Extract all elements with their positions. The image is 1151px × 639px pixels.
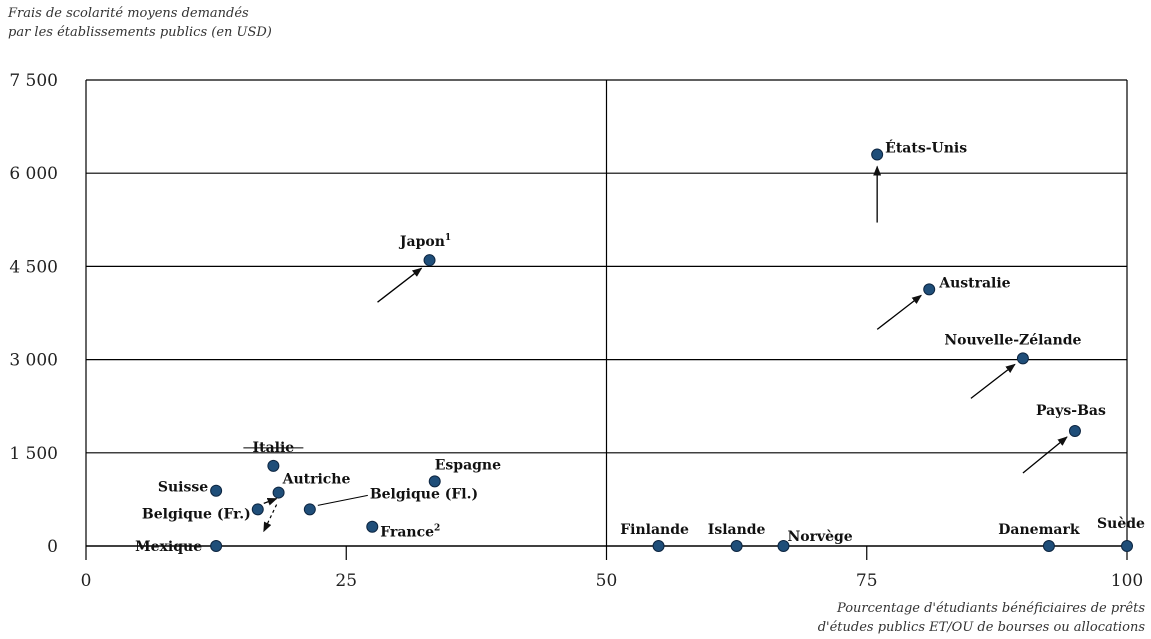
point-label-espagne: Espagne <box>435 457 501 473</box>
point-label-text: Japon <box>398 234 445 250</box>
point-suisse <box>210 484 223 497</box>
point-label-italie: Italie <box>253 440 295 456</box>
point-belgique-fl <box>303 503 316 516</box>
arrow-nouvelle-zelande <box>970 363 1016 399</box>
point-autriche <box>272 486 285 499</box>
point-label-text: Autriche <box>282 472 351 488</box>
x-axis-title-line-2: d'études publics ET/OU de bourses ou all… <box>817 620 1145 635</box>
x-tick-label: 75 <box>856 571 878 591</box>
point-label-islande: Islande <box>708 522 766 538</box>
point-label-text: Norvège <box>787 529 852 545</box>
point-label-danemark: Danemark <box>998 522 1080 538</box>
point-label-footnote: 1 <box>445 233 451 243</box>
point-label-etats-unis: États-Unis <box>885 139 967 157</box>
y-tick-label: 3 000 <box>9 351 58 371</box>
point-label-australie: Australie <box>938 275 1010 291</box>
point-label-mexique: Mexique <box>135 539 202 555</box>
point-label-france: France2 <box>380 524 440 541</box>
arrows <box>204 165 1068 547</box>
point-label-japon: Japon1 <box>398 233 451 250</box>
x-tick-label: 25 <box>335 571 357 591</box>
data-points <box>210 148 1133 552</box>
point-nouvelle-zelande <box>1016 352 1029 365</box>
point-label-suisse: Suisse <box>158 480 208 496</box>
point-label-text: Suède <box>1097 516 1145 532</box>
y-tick-label: 7 500 <box>9 71 58 91</box>
point-label-text: États-Unis <box>885 139 967 157</box>
x-tick-label: 0 <box>81 571 92 591</box>
x-tick-label: 50 <box>596 571 618 591</box>
point-espagne <box>428 475 441 488</box>
point-australie <box>923 283 936 296</box>
point-finlande <box>652 540 665 552</box>
point-label-belgique-fl: Belgique (Fl.) <box>370 486 478 502</box>
point-label-text: Italie <box>253 440 295 456</box>
leader-line-belgique-fl <box>317 494 368 506</box>
point-label-suede: Suède <box>1097 516 1145 532</box>
point-label-text: Mexique <box>135 539 202 555</box>
point-label-text: Australie <box>938 275 1010 291</box>
point-label-text: Finlande <box>620 522 689 538</box>
point-label-text: Danemark <box>998 522 1080 538</box>
point-label-belgique-fr: Belgique (Fr.) <box>142 506 251 522</box>
point-france <box>366 520 379 533</box>
arrow-pays-bas <box>1022 436 1068 474</box>
point-label-text: Pays-Bas <box>1036 403 1106 419</box>
point-etats-unis <box>871 148 884 161</box>
y-tick-label: 4 500 <box>9 257 58 277</box>
point-italie <box>267 459 280 472</box>
arrow-japon <box>377 267 423 303</box>
point-label-footnote: 2 <box>434 524 440 534</box>
point-belgique-fr <box>251 503 264 516</box>
point-label-text: Espagne <box>435 457 501 473</box>
x-axis-title: Pourcentage d'étudiants bénéficiaires de… <box>685 599 1145 637</box>
point-label-norvege: Norvège <box>787 529 852 545</box>
point-label-text: Belgique (Fl.) <box>370 486 478 502</box>
x-axis-title-line-1: Pourcentage d'étudiants bénéficiaires de… <box>836 601 1145 616</box>
point-label-nouvelle-zelande: Nouvelle-Zélande <box>944 332 1081 348</box>
y-axis-title: Frais de scolarité moyens demandés par l… <box>8 4 408 42</box>
y-axis-title-line-2: par les établissements publics (en USD) <box>8 25 272 40</box>
arrow-australie <box>876 294 923 330</box>
point-japon <box>423 254 436 267</box>
arrow-belgique-fr <box>263 497 278 506</box>
point-pays-bas <box>1068 425 1081 438</box>
point-label-pays-bas: Pays-Bas <box>1036 403 1106 419</box>
point-label-autriche: Autriche <box>282 472 351 488</box>
point-labels: États-Unis Japon1 Australie Nouvelle-Zéland… <box>135 139 1145 555</box>
ticks: 0 1 500 3 000 4 500 6 000 7 500 0 25 50 75 100 <box>9 71 1143 591</box>
point-label-text: Belgique (Fr.) <box>142 506 251 522</box>
arrow-autriche-dashed <box>263 504 278 533</box>
point-danemark <box>1042 540 1055 552</box>
y-tick-label: 6 000 <box>9 164 58 184</box>
y-tick-label: 1 500 <box>9 444 58 464</box>
x-tick-label: 100 <box>1111 571 1143 591</box>
point-mexique <box>210 540 223 552</box>
point-norvege <box>777 540 790 552</box>
y-tick-label: 0 <box>47 537 58 557</box>
point-label-finlande: Finlande <box>620 522 689 538</box>
y-axis-title-line-1: Frais de scolarité moyens demandés <box>8 6 249 21</box>
point-islande <box>730 540 743 552</box>
point-label-text: Nouvelle-Zélande <box>944 332 1081 348</box>
point-label-text: Suisse <box>158 480 208 496</box>
point-label-text: Islande <box>708 522 766 538</box>
point-label-text: France <box>380 525 434 541</box>
point-suede <box>1121 540 1133 552</box>
grid <box>85 79 1128 547</box>
